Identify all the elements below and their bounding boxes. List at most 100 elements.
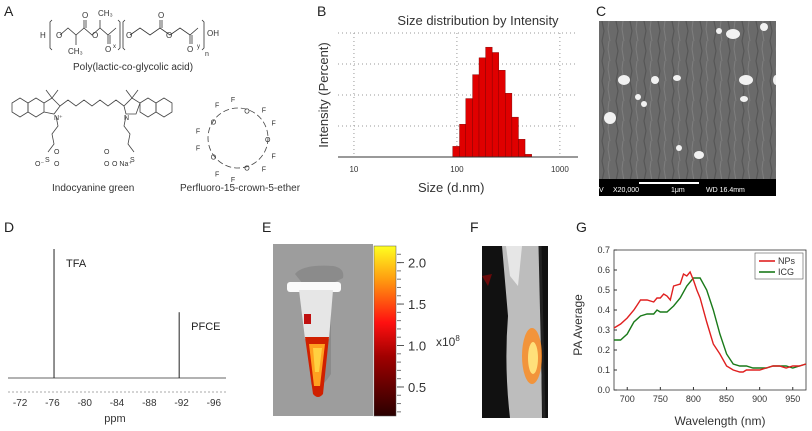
histogram-bar (485, 46, 493, 158)
pfce-f-atom: F (196, 145, 200, 152)
plot-frame (613, 249, 807, 391)
x-tick-label: -72 (13, 398, 28, 409)
panel-label-a: A (4, 3, 14, 19)
plga-n-subscript: n (205, 51, 209, 58)
sem-scale-label: 1μm (671, 187, 685, 194)
y-tick-label: 0.5 (597, 285, 610, 295)
icg-ona: O Na⁺ (112, 161, 132, 168)
icg-n: N (124, 115, 129, 122)
plga-structure (49, 19, 205, 51)
plga-oh: OH (207, 29, 219, 38)
pfce-f-atom: F (196, 129, 200, 136)
colorbar-tick-label: 1.0 (408, 339, 426, 354)
histogram-bar (505, 93, 513, 158)
pfce-f-atom: F (272, 121, 276, 128)
nanoparticles (604, 23, 776, 159)
panel-label-g: G (576, 219, 587, 235)
plga-ch3: CH₃ (68, 47, 83, 56)
panel-label-f: F (470, 219, 479, 235)
pfce-o-atom: O (211, 155, 217, 162)
icg-s-atom: S (130, 157, 135, 164)
y-tick-label: 0.7 (597, 245, 610, 255)
plga-o-atom: O (187, 45, 193, 54)
legend-box (754, 252, 804, 280)
colorbar-tick-label: 0.5 (408, 380, 426, 395)
x-tick-label: -76 (45, 398, 60, 409)
icg-o-atom: O (54, 161, 60, 168)
sem-voltage: V (599, 187, 604, 194)
pfce-f-atom: F (262, 167, 266, 174)
panel-g-chart: 0.0 0.1 0.2 0.3 0.4 0.5 0.6 0.7 700 750 800 850 900 9… (571, 245, 807, 428)
peak-label: TFA (66, 258, 87, 270)
x-tick-label: -96 (207, 398, 222, 409)
x-tick-label: 850 (719, 394, 734, 404)
y-tick-label: 0.6 (597, 265, 610, 275)
plga-o-atom: O (105, 45, 111, 54)
x-tick-label: 100 (450, 165, 464, 174)
y-tick-label: 0.1 (597, 365, 610, 375)
icg-o-atom: O (104, 149, 110, 156)
series-line-nps (613, 270, 807, 373)
chart-b-title: Size distribution by Intensity (397, 13, 559, 28)
panel-label-b: B (317, 3, 327, 19)
panel-label-d: D (4, 219, 15, 235)
y-tick-label: 0.3 (597, 325, 610, 335)
icg-structure (11, 89, 173, 153)
colorbar-tick-label: 1.5 (408, 297, 426, 312)
fluorescence-image (273, 244, 373, 416)
panel-d-chart: TFA PFCE -72 -76 -80 -84 -88 -92 -96 ppm (8, 249, 226, 425)
chart-g-ylabel: PA Average (571, 294, 585, 356)
panel-label-e: E (262, 219, 272, 235)
plga-o-atom: O (166, 31, 172, 40)
x-tick-label: 950 (785, 394, 800, 404)
icg-o-minus: O⁻ (35, 161, 44, 168)
sem-working-distance: WD 16.4mm (706, 187, 745, 194)
pfce-structure (207, 107, 269, 169)
plga-y-subscript: y (197, 44, 200, 50)
pfce-caption: Perfluoro-15-crown-5-ether (180, 183, 301, 194)
scale-bar (639, 182, 699, 184)
chart-d-xlabel: ppm (104, 413, 125, 425)
legend-label: NPs (778, 256, 796, 266)
icg-s-atom: S (45, 157, 50, 164)
x-tick-label: 900 (752, 394, 767, 404)
icg-o-atom: O (104, 161, 110, 168)
pfce-f-atom: F (262, 107, 266, 114)
icg-o-atom: O (54, 149, 60, 156)
histogram-bar (498, 69, 506, 158)
colorbar: 2.0 1.5 1.0 0.5 (373, 245, 426, 417)
plga-h-atom: H (40, 31, 46, 40)
pfce-f-atom: F (231, 97, 235, 104)
tube-body (299, 290, 333, 339)
plga-o-atom: O (92, 31, 98, 40)
peak-label: PFCE (191, 321, 220, 333)
chart-b-ylabel: Intensity (Percent) (316, 42, 331, 148)
x-tick-label: -88 (142, 398, 157, 409)
histogram-bar (478, 57, 486, 158)
panel-b-chart: Size distribution by Intensity Intensity… (316, 13, 578, 174)
histogram-bar (491, 52, 499, 158)
legend-label: ICG (778, 267, 794, 277)
sem-image: V X20,000 1μm WD 16.4mm (599, 21, 776, 196)
plga-o-atom: O (82, 11, 88, 20)
multiplier-exponent: 8 (455, 334, 460, 343)
pfce-o-atom: O (244, 166, 250, 173)
plga-caption: Poly(lactic-co-glycolic acid) (73, 62, 194, 73)
plga-o-atom: O (126, 31, 132, 40)
x-tick-label: -84 (110, 398, 125, 409)
panel-a-structures: H O O O CH₃ CH₃ O x O O O O y OH n N⁺ N … (11, 9, 276, 184)
mri-illustration (482, 246, 546, 418)
sem-magnification: X20,000 (613, 187, 639, 194)
x-tick-label: 750 (653, 394, 668, 404)
sem-texture: V X20,000 1μm WD 16.4mm (599, 21, 776, 196)
icg-caption: Indocyanine green (52, 183, 135, 194)
y-tick-label: 0.0 (597, 385, 610, 395)
y-tick-label: 0.4 (597, 305, 610, 315)
histogram-bar (465, 98, 473, 158)
histogram-bar (518, 139, 526, 158)
pfce-f-atom: F (272, 153, 276, 160)
tube-illustration (287, 265, 344, 397)
plga-o-atom: O (56, 31, 62, 40)
icg-n-plus: N⁺ (54, 115, 63, 122)
